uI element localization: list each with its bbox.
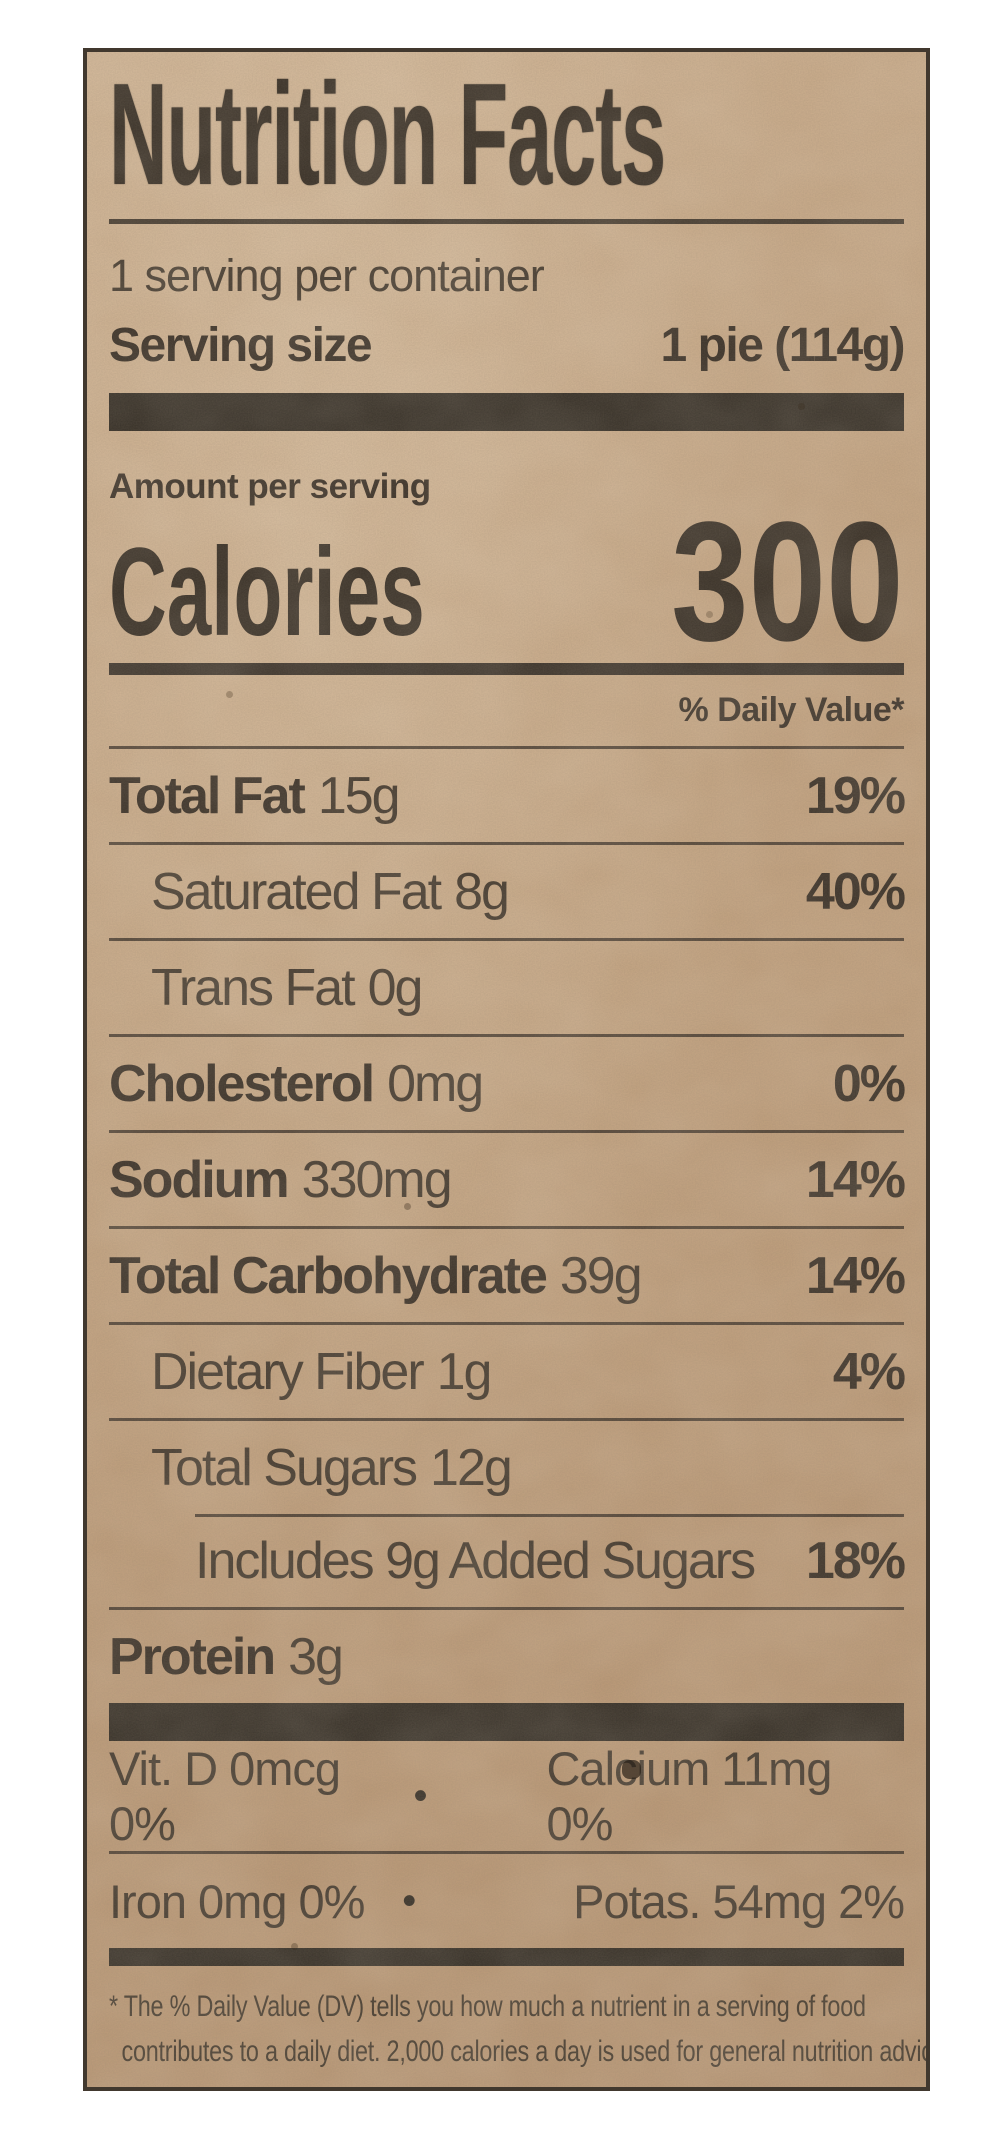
nutrient-daily-value: 18%	[805, 1531, 906, 1590]
nutrient-amount: 330mg	[301, 1150, 453, 1209]
nutrient-row-sodium: Sodium 330mg 14%	[109, 1130, 906, 1226]
nutrient-daily-value: 14%	[805, 1150, 906, 1209]
nutrient-name: Trans Fat	[151, 958, 356, 1017]
micronutrient-left: Vit. D 0mcg 0%	[109, 1742, 341, 1850]
paper-specks	[87, 52, 92, 57]
nutrient-row-protein: Protein 3g	[109, 1607, 904, 1703]
label-title-text: Nutrition Facts	[109, 53, 666, 215]
nutrient-name: Total Fat	[109, 766, 306, 825]
nutrient-amount: 15g	[317, 766, 401, 825]
nutrient-daily-value: 14%	[805, 1246, 906, 1305]
nutrient-row-trans-fat: Trans Fat 0g	[109, 938, 904, 1034]
label-content: Nutrition Facts 1 serving per container …	[109, 62, 926, 2074]
footnote-line-1: * The % Daily Value (DV) tells you how m…	[109, 1990, 866, 2023]
serving-size-value: 1 pie (114g)	[660, 319, 906, 372]
separator-bar-micros	[109, 1703, 904, 1741]
nutrient-amount: 1g	[436, 1342, 493, 1401]
nutrition-facts-label: Nutrition Facts 1 serving per container …	[83, 48, 930, 2091]
bullet-separator: •	[402, 1878, 416, 1923]
micronutrient-right: Potas. 54mg 2%	[573, 1874, 905, 1928]
nutrient-amount: 0g	[367, 958, 424, 1017]
nutrient-amount: 39g	[559, 1246, 643, 1305]
serving-size-label: Serving size	[109, 319, 373, 372]
nutrient-name: Sodium	[109, 1150, 290, 1209]
footnote: * The % Daily Value (DV) tells you how m…	[109, 1984, 926, 2074]
nutrient-name: Dietary Fiber	[151, 1342, 425, 1401]
nutrient-name: Includes 9g Added Sugars	[195, 1531, 756, 1590]
micronutrient-left: Iron 0mg 0%	[109, 1874, 365, 1928]
separator-bar-footnote	[109, 1948, 904, 1966]
label-title: Nutrition Facts	[109, 62, 904, 207]
footnote-line-2: contributes to a daily diet. 2,000 calor…	[121, 2035, 930, 2068]
daily-value-header: % Daily Value*	[678, 691, 905, 729]
nutrient-name: Protein	[109, 1627, 276, 1686]
nutrient-row-total-sugars: Total Sugars 12g	[109, 1418, 904, 1514]
nutrient-row-dietary-fiber: Dietary Fiber 1g 4%	[109, 1322, 906, 1418]
nutrient-daily-value: 40%	[805, 862, 906, 921]
nutrient-amount: 0mg	[387, 1054, 484, 1113]
bullet-separator: •	[413, 1773, 427, 1818]
calories-label: Calories	[109, 522, 425, 662]
nutrient-name: Total Carbohydrate	[109, 1246, 548, 1305]
nutrient-amount: 3g	[288, 1627, 344, 1686]
nutrient-row-cholesterol: Cholesterol 0mg 0%	[109, 1034, 906, 1130]
nutrient-rows: Total Fat 15g 19% Saturated Fat 8g 40% Tra…	[109, 746, 906, 1703]
nutrient-row-total-carbohydrate: Total Carbohydrate 39g 14%	[109, 1226, 906, 1322]
nutrient-name: Total Sugars	[151, 1438, 418, 1497]
nutrient-name: Saturated Fat	[151, 862, 442, 921]
calories-value: 300	[671, 487, 904, 678]
nutrient-daily-value: 19%	[805, 766, 906, 825]
micronutrient-right: Calcium 11mg 0%	[546, 1742, 832, 1850]
nutrient-row-added-sugars: Includes 9g Added Sugars 18%	[109, 1514, 906, 1607]
nutrient-row-total-fat: Total Fat 15g 19%	[109, 746, 906, 842]
nutrient-daily-value: 4%	[832, 1342, 906, 1401]
micronutrient-row-2: Iron 0mg 0% • Potas. 54mg 2%	[109, 1851, 905, 1948]
separator-bar-top	[109, 393, 904, 431]
calories-row: Calories 300	[109, 487, 904, 678]
micronutrient-row-1: Vit. D 0mcg 0% • Calcium 11mg 0%	[109, 1741, 904, 1851]
nutrient-name: Cholesterol	[109, 1054, 375, 1113]
nutrient-amount: 12g	[430, 1438, 513, 1497]
title-divider	[109, 219, 904, 224]
nutrient-row-saturated-fat: Saturated Fat 8g 40%	[109, 842, 906, 938]
nutrient-amount: 8g	[454, 862, 510, 921]
serving-size-row: Serving size 1 pie (114g)	[109, 318, 906, 373]
servings-per-container: 1 serving per container	[109, 250, 545, 301]
nutrient-daily-value: 0%	[832, 1054, 906, 1113]
